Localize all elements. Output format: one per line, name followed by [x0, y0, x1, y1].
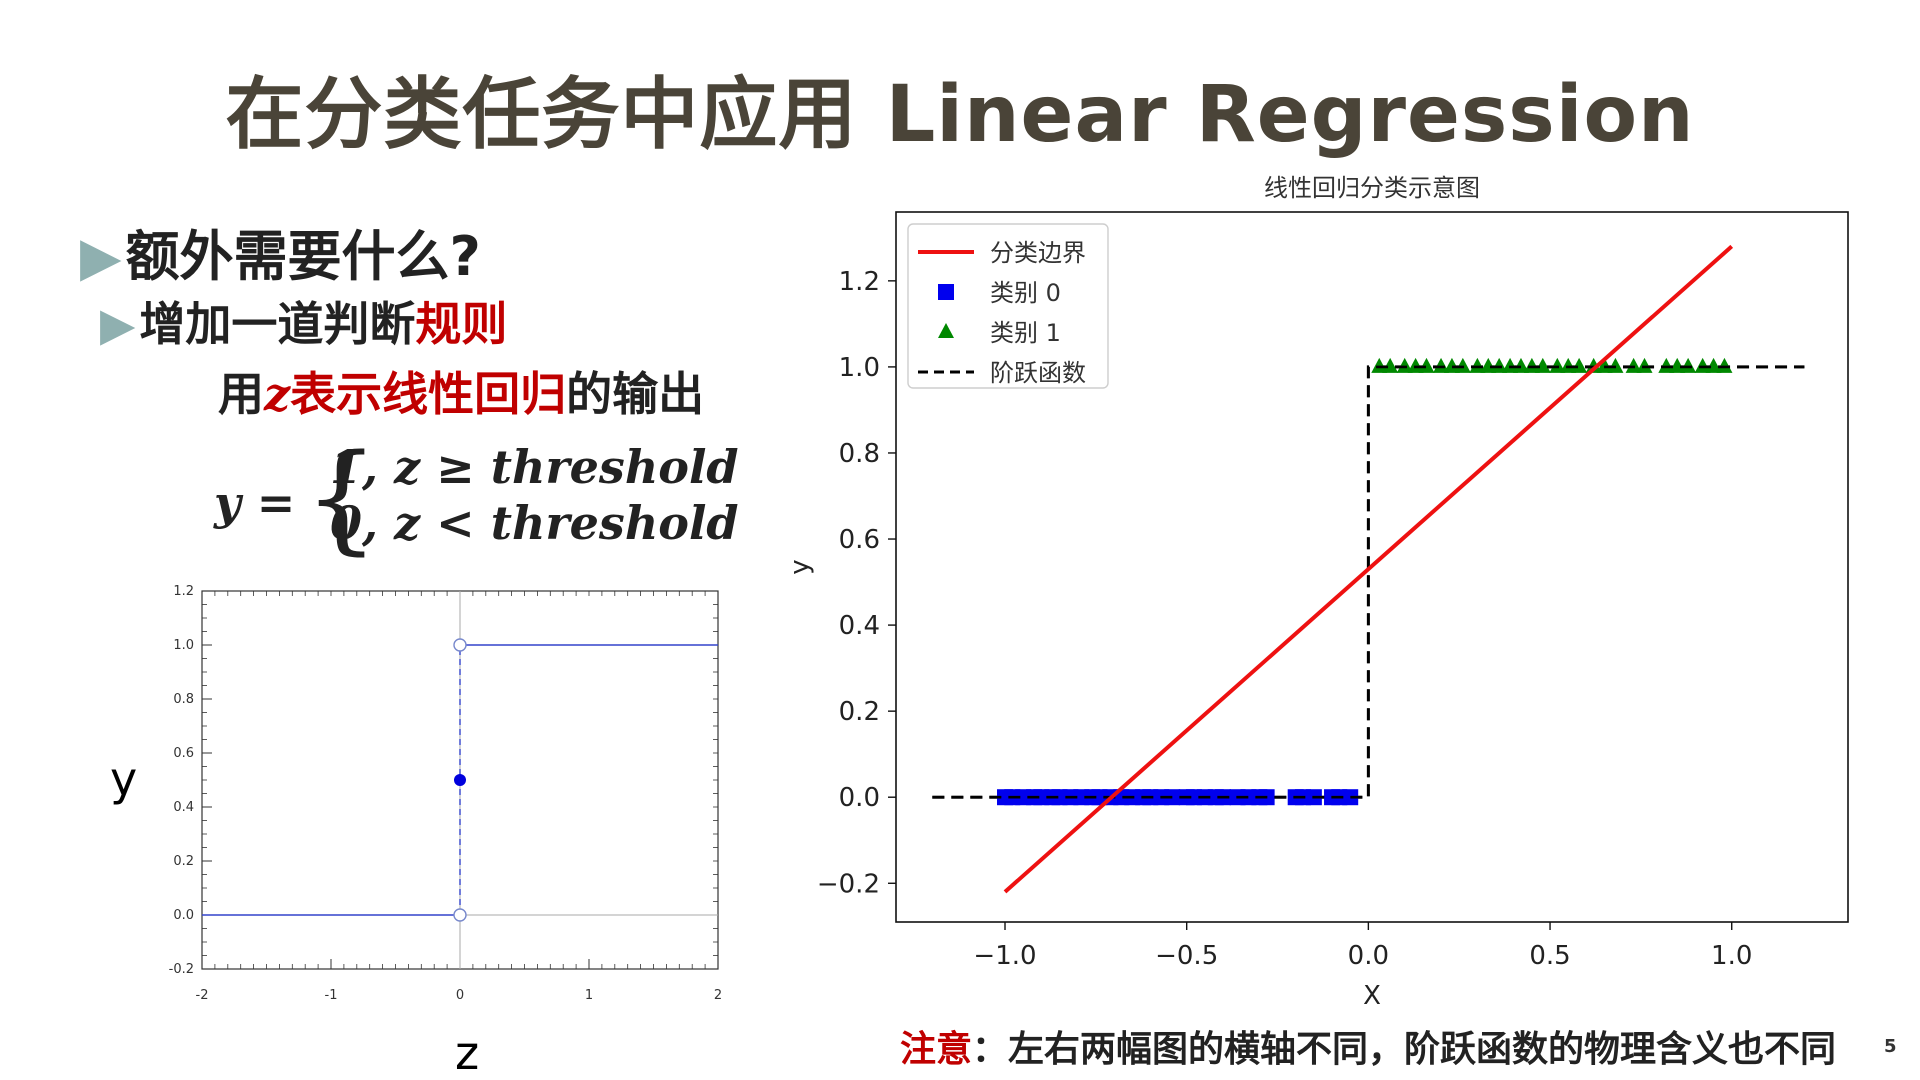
x-tick-label: -2: [196, 988, 209, 1003]
y-tick-label: 1.0: [173, 638, 194, 653]
bullet-level-3: 用z表示线性回归的输出: [218, 358, 704, 424]
bullet-level-2: ▶增加一道判断规则: [100, 288, 507, 354]
class-1-marker: [1382, 357, 1399, 373]
class-1-marker: [1491, 357, 1508, 373]
y-tick-label: 0.6: [173, 746, 194, 761]
formula-case-2: 0, z < threshold: [330, 496, 739, 550]
piecewise-formula: y = { 1, z ≥ threshold 0, z < threshold: [212, 428, 739, 570]
class-1-marker: [1418, 357, 1435, 373]
class-1-marker: [1705, 357, 1722, 373]
x-tick-label: -1: [325, 988, 338, 1003]
formula-case-1: 1, z ≥ threshold: [330, 440, 739, 494]
class-1-marker: [1680, 357, 1697, 373]
legend-label: 类别 0: [990, 279, 1061, 307]
class-1-marker: [1549, 357, 1566, 373]
class-1-marker: [1596, 357, 1613, 373]
bullet-1-text: 额外需要什么?: [125, 225, 481, 288]
y-tick-label: 1.2: [173, 585, 194, 599]
y-tick-label: 0.8: [173, 692, 194, 707]
y-tick-label: 0.0: [839, 783, 880, 813]
class-1-marker: [1454, 357, 1471, 373]
step-function-line-overlay: [932, 365, 1805, 799]
class-1-marker: [1560, 357, 1577, 373]
bullet-2-text: 增加一道判断: [139, 297, 416, 351]
y-tick-label: 0.6: [839, 525, 880, 555]
left-chart-x-label: z: [455, 1026, 480, 1080]
class-1-marker: [1694, 357, 1711, 373]
footnote-prefix: 注意: [900, 1029, 973, 1070]
formula-brace: {: [304, 428, 380, 566]
plot-frame: [895, 211, 1849, 923]
triangle-bullet-icon: ▶: [80, 225, 122, 288]
legend-label: 阶跃函数: [990, 359, 1086, 387]
class-1-marker: [1469, 357, 1486, 373]
class-1-marker: [1502, 357, 1519, 373]
open-point: [453, 908, 467, 922]
linear-regression-chart: 线性回归分类示意图 −1.0 −0.5 0.0 0.5 1.0 −0.2 0.0 0.2 0.4 0…: [785, 174, 1849, 1010]
y-tick-label: 0.8: [839, 439, 880, 469]
class-0-marker: [1342, 789, 1359, 806]
class-1-marker: [1585, 357, 1602, 373]
triangle-bullet-icon: ▶: [100, 297, 136, 351]
class-1-marker: [1625, 357, 1642, 373]
bullet-3-post: 的输出: [566, 367, 705, 421]
y-tick-label: 0.0: [173, 908, 194, 923]
x-axis-label: X: [1363, 981, 1381, 1010]
left-chart-y-label: y: [110, 752, 138, 806]
x-tick-label: 0.0: [1348, 941, 1389, 971]
x-tick-label: 0.5: [1529, 941, 1570, 971]
legend-triangle-swatch: [938, 323, 954, 338]
legend-label: 分类边界: [990, 239, 1086, 267]
class-1-marker: [1443, 357, 1460, 373]
class-1-marker: [1571, 357, 1588, 373]
class-1-marker: [1371, 357, 1388, 373]
class-1-marker: [1433, 357, 1450, 373]
footnote-text: ：左右两幅图的横轴不同，阶跃函数的物理含义也不同: [972, 1029, 1837, 1070]
y-tick-label: 1.2: [839, 267, 880, 297]
bullet-level-1: ▶额外需要什么?: [80, 212, 481, 291]
class-1-marker: [1636, 357, 1653, 373]
page-title: 在分类任务中应用 Linear Regression: [225, 70, 1695, 160]
class-1-marker: [1512, 357, 1529, 373]
regression-line: [1003, 244, 1734, 894]
y-tick-label: -0.2: [169, 962, 194, 977]
class-1-marker: [1669, 357, 1686, 373]
x-tick-label: −1.0: [973, 941, 1036, 971]
chart-title: 线性回归分类示意图: [1264, 174, 1480, 202]
class-1-marker: [1480, 357, 1497, 373]
legend-label: 类别 1: [990, 319, 1061, 347]
class-1-marker: [1607, 357, 1624, 373]
y-tick-label: 1.0: [839, 353, 880, 383]
legend-square-swatch: [938, 284, 954, 300]
x-tick-label: 2: [714, 988, 722, 1003]
y-tick-label: 0.4: [839, 611, 880, 641]
class-1-marker: [1716, 357, 1733, 373]
class-1-marker: [1658, 357, 1675, 373]
open-point: [453, 638, 467, 652]
x-tick-label: 1.0: [1711, 941, 1752, 971]
x-tick-label: −0.5: [1155, 941, 1218, 971]
class-1-marker: [1534, 357, 1551, 373]
bullet-3-highlight: 表示线性回归: [290, 367, 567, 421]
formula-lhs: y =: [214, 476, 296, 530]
class-1-marker: [1407, 357, 1424, 373]
class-1-marker: [1396, 357, 1413, 373]
filled-point: [454, 774, 466, 786]
class-1-marker: [1523, 357, 1540, 373]
bullet-3-pre: 用: [218, 367, 264, 421]
y-tick-label: 0.2: [173, 854, 194, 869]
y-axis-label: y: [785, 559, 815, 574]
y-tick-label: 0.4: [173, 800, 194, 815]
y-tick-label: 0.2: [839, 697, 880, 727]
page-number: 5: [1884, 1036, 1897, 1057]
bullet-2-highlight: 规则: [415, 297, 508, 351]
y-tick-label: −0.2: [817, 869, 880, 899]
x-tick-label: 0: [456, 988, 464, 1003]
step-function-chart: -2 -1 0 1 2 -0.2 0.0 0.2 0.4 0.6 0.8 1.0 1.2: [169, 585, 723, 1003]
x-tick-label: 1: [585, 988, 593, 1003]
bullet-3-variable: z: [264, 367, 291, 421]
footnote: 注意：左右两幅图的横轴不同，阶跃函数的物理含义也不同: [900, 1020, 1836, 1072]
legend-box: [907, 223, 1109, 389]
